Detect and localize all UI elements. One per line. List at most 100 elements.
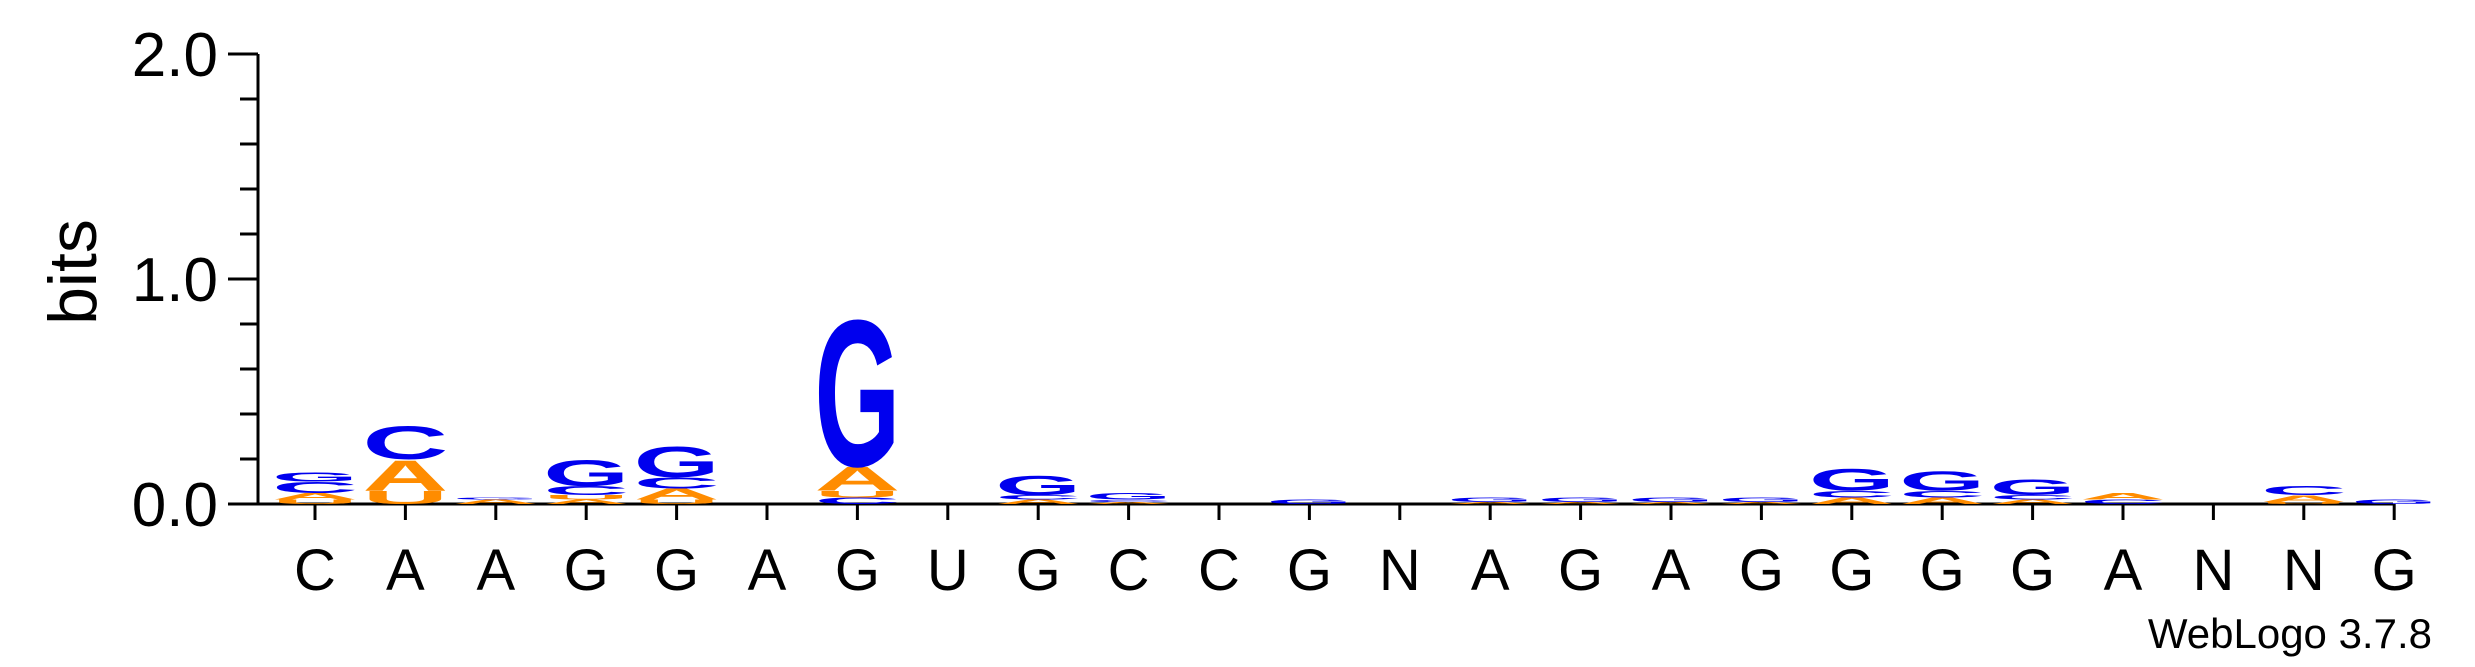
logo-letter-A: A (543, 498, 629, 505)
logo-letter-group: G (634, 437, 720, 486)
logo-letter-G: G (543, 452, 629, 494)
logo-letter-group: G (1538, 496, 1624, 503)
x-tick-label: G (2010, 538, 2055, 603)
logo-letter-group: A (1990, 498, 2076, 505)
logo-letter-group: A (1447, 501, 1533, 504)
logo-letter-C: C (1899, 489, 1985, 499)
logo-letter-C: C (2261, 484, 2347, 498)
logo-letter-A: A (814, 460, 900, 498)
logo-letter-A: A (2080, 491, 2166, 501)
logo-letter-G: G (1538, 496, 1624, 503)
logo-letter-group: U (2261, 501, 2347, 504)
x-tick-label: A (1652, 538, 1691, 603)
logo-letter-A: A (1086, 501, 1172, 504)
x-tick-label: A (2104, 538, 2143, 603)
logo-letter-G: G (1990, 475, 2076, 499)
logo-letter-group: A (1538, 501, 1624, 504)
logo-letter-group: G (814, 277, 900, 511)
logo-letter-group: G (453, 497, 539, 501)
logo-letter-group: G (1718, 496, 1804, 503)
logo-letter-U: U (634, 498, 720, 505)
x-tick-label: G (2372, 538, 2417, 603)
logo-letter-G: G (995, 470, 1081, 501)
x-tick-label: N (2283, 538, 2325, 603)
logo-letter-group: C (362, 417, 448, 469)
logo-letter-group: A (995, 498, 1081, 505)
logo-letter-C: C (995, 494, 1081, 501)
logo-letter-group: A (362, 451, 448, 500)
logo-letter-group: C (543, 484, 629, 498)
weblogo-credit: WebLogo 3.7.8 (2148, 610, 2432, 657)
x-tick-label: G (654, 538, 699, 603)
logo-letter-C: C (634, 474, 720, 491)
logo-letter-U: U (814, 489, 900, 499)
logo-letter-A: A (1447, 501, 1533, 504)
logo-letter-group: C (2080, 498, 2166, 505)
logo-letter-group: G (2351, 498, 2437, 505)
logo-letter-group: G (543, 452, 629, 494)
logo-letter-group: A (2080, 491, 2166, 501)
logo-letter-A: A (995, 498, 1081, 505)
logo-letter-U: U (272, 498, 358, 505)
logo-letter-G: G (1718, 496, 1804, 503)
logo-letter-group: A (2261, 493, 2347, 503)
x-tick-label: G (1016, 538, 1061, 603)
logo-letter-group: G (1990, 475, 2076, 499)
x-tick-label: G (835, 538, 880, 603)
x-tick-label: G (1287, 538, 1332, 603)
logo-letter-group: G (272, 470, 358, 484)
logo-letter-group: A (814, 460, 900, 498)
x-tick-label: G (1739, 538, 1784, 603)
logo-letter-G: G (453, 497, 539, 501)
logo-letter-A: A (634, 485, 720, 502)
logo-letter-A: A (1628, 501, 1714, 504)
x-tick-label: G (1829, 538, 1874, 603)
logo-letter-A: A (1899, 496, 1985, 506)
logo-letter-group: G (1447, 496, 1533, 503)
logo-letter-group: A (1628, 501, 1714, 504)
logo-letter-group: C (634, 474, 720, 491)
logo-letter-group: C (1990, 494, 2076, 501)
y-tick-label: 1.0 (132, 246, 218, 315)
logo-letter-G: G (2351, 498, 2437, 505)
x-tick-label: G (1920, 538, 1965, 603)
logo-letter-U: U (362, 487, 448, 508)
y-tick-label: 2.0 (132, 21, 218, 90)
logo-letter-group: A (1809, 496, 1895, 506)
logo-letter-group: C (1899, 489, 1985, 499)
logo-letter-A: A (1718, 501, 1804, 504)
logo-letter-group: A (272, 491, 358, 501)
logo-letter-group: G (1809, 463, 1895, 498)
logo-letter-G: G (1899, 465, 1985, 496)
logo-letter-G: G (1809, 463, 1895, 498)
logo-letter-group: U (814, 489, 900, 499)
logo-letter-A: A (1538, 501, 1624, 504)
x-tick-label: U (927, 538, 969, 603)
logo-letter-C: C (2080, 498, 2166, 505)
logo-letter-C: C (362, 417, 448, 469)
logo-letter-G: G (814, 277, 900, 511)
logo-letter-A: A (1990, 498, 2076, 505)
logo-letter-A: A (1809, 496, 1895, 506)
logo-letter-group: C (1086, 499, 1172, 502)
logo-letter-group: G (1086, 491, 1172, 502)
logo-letter-G: G (1447, 496, 1533, 503)
logo-letter-group: A (1899, 496, 1985, 506)
x-tick-label: N (1379, 538, 1421, 603)
x-tick-label: A (476, 538, 515, 603)
logo-letter-C: C (1809, 489, 1895, 499)
logo-letter-group: C (814, 496, 900, 506)
logo-letter-G: G (1628, 496, 1714, 503)
logo-letter-group: C (272, 479, 358, 496)
logo-letter-group: G (995, 470, 1081, 501)
y-axis: 0.0 1.0 2.0 (132, 21, 260, 540)
logo-letter-group: G (1899, 465, 1985, 496)
logo-letter-A: A (2261, 493, 2347, 503)
y-axis-label: bits (35, 219, 111, 325)
logo-letter-group: C (2261, 484, 2347, 498)
logo-letter-C: C (272, 479, 358, 496)
logo-letter-U: U (2261, 501, 2347, 504)
logo-letter-group: C (995, 494, 1081, 501)
